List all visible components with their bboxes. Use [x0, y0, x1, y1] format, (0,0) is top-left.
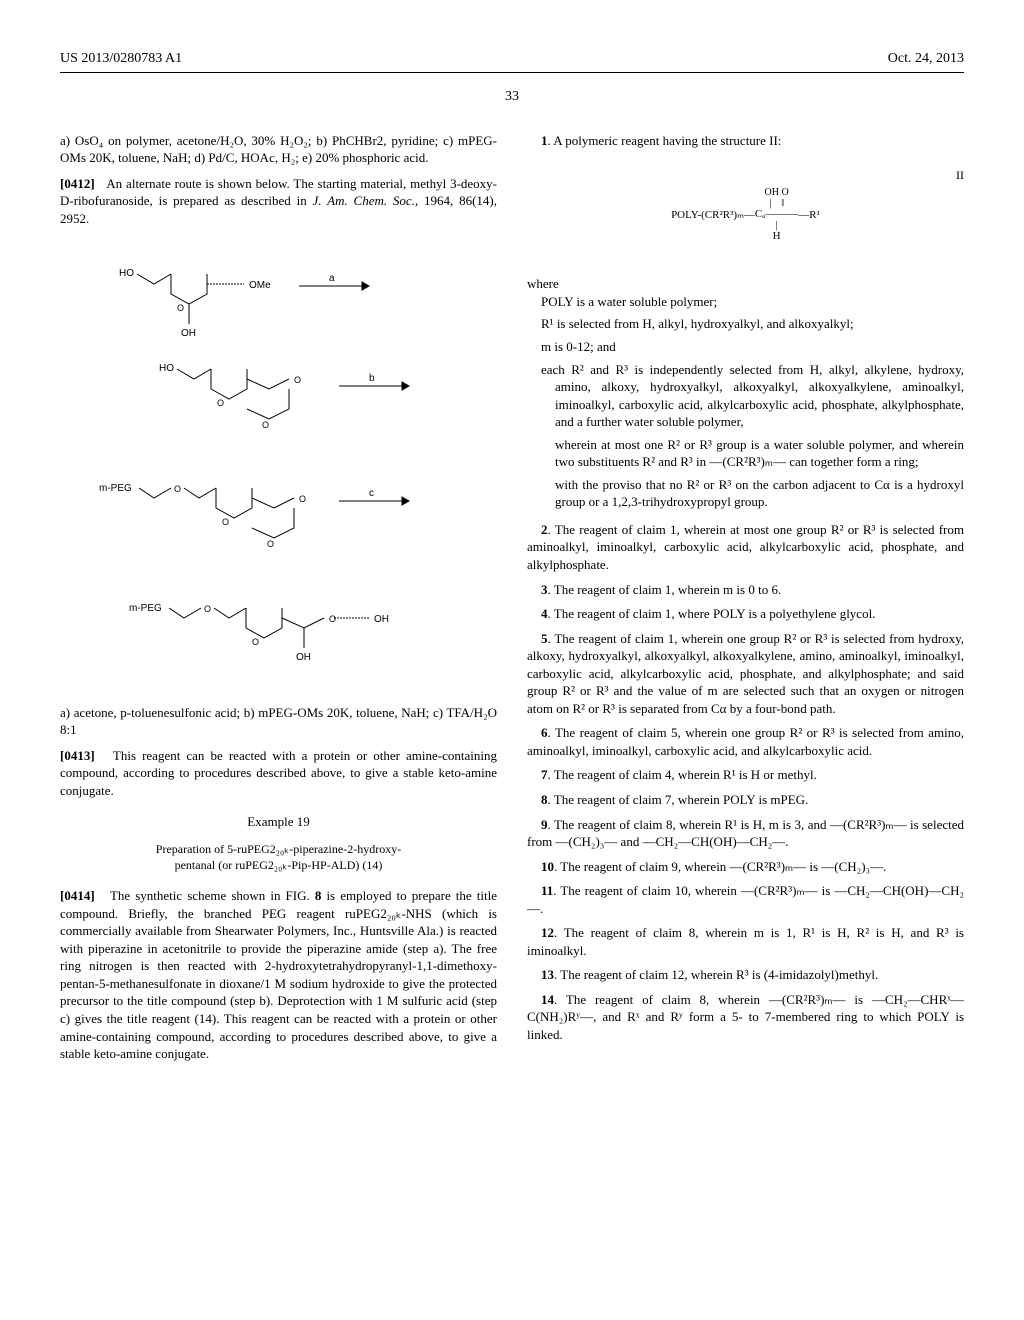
- para-num-0412: [0412]: [60, 176, 95, 191]
- svg-text:O: O: [174, 484, 181, 494]
- claim-2: 2. The reagent of claim 1, wherein at mo…: [527, 521, 964, 574]
- left-column: a) OsO₄ on polymer, acetone/H₂O, 30% H₂O…: [60, 132, 497, 1071]
- claim-1-text: . A polymeric reagent having the structu…: [548, 133, 782, 148]
- claim-3: 3. The reagent of claim 1, wherein m is …: [527, 581, 964, 599]
- svg-text:O: O: [204, 604, 211, 614]
- svg-text:HO: HO: [159, 363, 174, 374]
- right-column: 1. A polymeric reagent having the struct…: [527, 132, 964, 1071]
- reaction-scheme-svg: HO O OMe OH a HO O: [99, 256, 459, 676]
- page-header: US 2013/0280783 A1 Oct. 24, 2013: [60, 50, 964, 73]
- where-m: m is 0-12; and: [555, 338, 964, 356]
- svg-text:OH: OH: [181, 328, 196, 339]
- svg-text:OH: OH: [374, 614, 389, 625]
- svg-text:OMe: OMe: [249, 280, 271, 291]
- claim-9: 9. The reagent of claim 8, wherein R¹ is…: [527, 816, 964, 851]
- publication-date: Oct. 24, 2013: [888, 50, 964, 69]
- claim-12: 12. The reagent of claim 8, wherein m is…: [527, 924, 964, 959]
- structure-label-II: II: [956, 167, 964, 183]
- para-0414-a: The synthetic scheme shown in FIG.: [110, 888, 315, 903]
- reaction-scheme-diagram: HO O OMe OH a HO O: [60, 246, 497, 686]
- paragraph-0412: [0412] An alternate route is shown below…: [60, 175, 497, 228]
- where-r1: R¹ is selected from H, alkyl, hydroxyalk…: [555, 315, 964, 333]
- claim-14: 14. The reagent of claim 8, wherein —(CR…: [527, 991, 964, 1044]
- where-label: where: [527, 275, 964, 293]
- where-sub1: wherein at most one R² or R³ group is a …: [555, 436, 964, 471]
- two-column-layout: a) OsO₄ on polymer, acetone/H₂O, 30% H₂O…: [60, 132, 964, 1071]
- claim-13: 13. The reagent of claim 12, wherein R³ …: [527, 966, 964, 984]
- svg-text:O: O: [329, 614, 336, 624]
- claim-1-lead: 1. A polymeric reagent having the struct…: [527, 132, 964, 150]
- para-num-0414: [0414]: [60, 888, 95, 903]
- claim-5: 5. The reagent of claim 1, wherein one g…: [527, 630, 964, 718]
- claim-10: 10. The reagent of claim 9, wherein —(CR…: [527, 858, 964, 876]
- para-num-0413: [0413]: [60, 748, 95, 763]
- example-19-heading: Example 19: [60, 813, 497, 831]
- chemical-formula: POLY-(CR²R³)ₘ— OH O | ‖ Cₐ——— | H —R¹: [671, 187, 820, 242]
- claim-8: 8. The reagent of claim 7, wherein POLY …: [527, 791, 964, 809]
- svg-text:O: O: [267, 539, 274, 549]
- structure-formula-II: II POLY-(CR²R³)ₘ— OH O | ‖ Cₐ——— | H —R¹: [527, 167, 964, 257]
- svg-text:O: O: [177, 303, 184, 313]
- claim-7: 7. The reagent of claim 4, wherein R¹ is…: [527, 766, 964, 784]
- svg-text:O: O: [262, 420, 269, 430]
- svg-text:m-PEG: m-PEG: [129, 603, 162, 614]
- para-0413-body: This reagent can be reacted with a prote…: [60, 748, 497, 798]
- svg-text:OH: OH: [296, 652, 311, 663]
- reagents-list-b: a) acetone, p-toluenesulfonic acid; b) m…: [60, 704, 497, 739]
- where-sub2: with the proviso that no R² or R³ on the…: [555, 476, 964, 511]
- svg-text:O: O: [217, 398, 224, 408]
- claim-4: 4. The reagent of claim 1, where POLY is…: [527, 605, 964, 623]
- where-definitions: POLY is a water soluble polymer; R¹ is s…: [527, 293, 964, 511]
- svg-text:O: O: [252, 637, 259, 647]
- claim-11: 11. The reagent of claim 10, wherein —(C…: [527, 882, 964, 917]
- svg-text:c: c: [369, 488, 374, 499]
- claim-6: 6. The reagent of claim 5, wherein one g…: [527, 724, 964, 759]
- svg-text:a: a: [329, 273, 335, 284]
- svg-text:m-PEG: m-PEG: [99, 483, 132, 494]
- where-poly: POLY is a water soluble polymer;: [555, 293, 964, 311]
- patent-number: US 2013/0280783 A1: [60, 50, 182, 69]
- para-0414-b: is employed to prepare the title compoun…: [60, 888, 497, 1061]
- svg-text:O: O: [294, 375, 301, 385]
- page-number: 33: [60, 88, 964, 107]
- where-r2r3: each R² and R³ is independently selected…: [555, 361, 964, 431]
- example-19-subtitle: Preparation of 5-ruPEG2₂₀ₖ-piperazine-2-…: [60, 841, 497, 873]
- svg-text:O: O: [222, 517, 229, 527]
- paragraph-0414: [0414] The synthetic scheme shown in FIG…: [60, 887, 497, 1062]
- journal-name: J. Am. Chem. Soc.,: [313, 193, 419, 208]
- svg-text:O: O: [299, 494, 306, 504]
- svg-text:b: b: [369, 373, 375, 384]
- svg-text:HO: HO: [119, 268, 134, 279]
- reagents-list-a: a) OsO₄ on polymer, acetone/H₂O, 30% H₂O…: [60, 132, 497, 167]
- paragraph-0413: [0413] This reagent can be reacted with …: [60, 747, 497, 800]
